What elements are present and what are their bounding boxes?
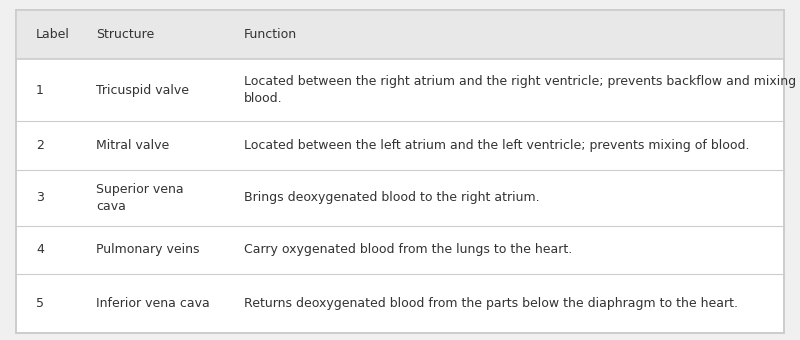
Text: Located between the left atrium and the left ventricle; prevents mixing of blood: Located between the left atrium and the …: [244, 139, 750, 152]
Text: Superior vena
cava: Superior vena cava: [96, 183, 184, 213]
Text: Mitral valve: Mitral valve: [96, 139, 170, 152]
Text: Label: Label: [36, 28, 70, 41]
Text: Returns deoxygenated blood from the parts below the diaphragm to the heart.: Returns deoxygenated blood from the part…: [244, 297, 738, 310]
Text: Located between the right atrium and the right ventricle; prevents backflow and : Located between the right atrium and the…: [244, 75, 800, 105]
Text: Tricuspid valve: Tricuspid valve: [96, 84, 189, 97]
Text: Inferior vena cava: Inferior vena cava: [96, 297, 210, 310]
Text: 5: 5: [36, 297, 44, 310]
Text: Carry oxygenated blood from the lungs to the heart.: Carry oxygenated blood from the lungs to…: [244, 243, 572, 256]
Text: 2: 2: [36, 139, 44, 152]
Text: 4: 4: [36, 243, 44, 256]
Text: Structure: Structure: [96, 28, 154, 41]
Text: Function: Function: [244, 28, 297, 41]
Text: Brings deoxygenated blood to the right atrium.: Brings deoxygenated blood to the right a…: [244, 191, 540, 204]
Bar: [16, 10, 784, 58]
Text: 1: 1: [36, 84, 44, 97]
Text: 3: 3: [36, 191, 44, 204]
Text: Pulmonary veins: Pulmonary veins: [96, 243, 199, 256]
